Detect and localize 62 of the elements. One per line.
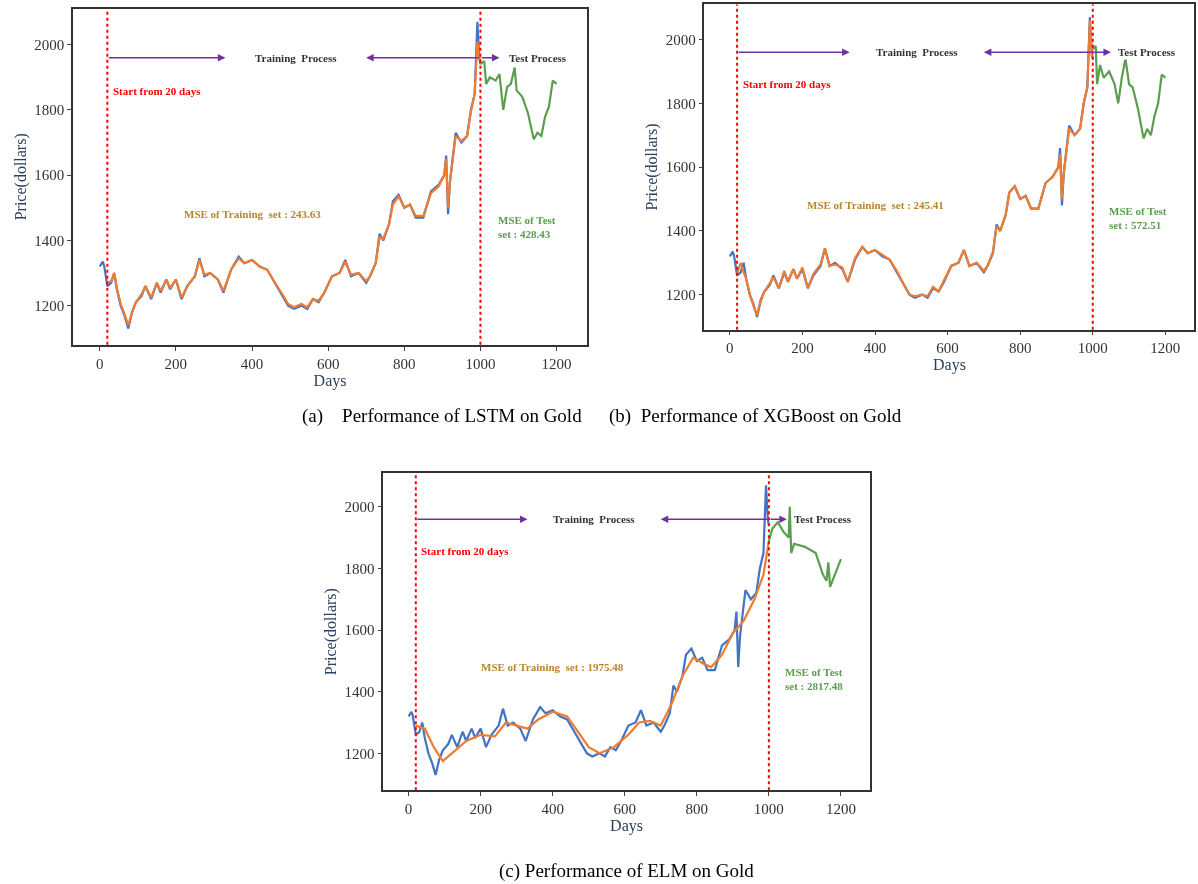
x-tick-label: 0 [726, 340, 734, 357]
x-axis-title: Days [932, 356, 966, 375]
y-tick-label: 1600 [665, 159, 696, 176]
ref-line-label: Start from 20 days [743, 78, 832, 90]
x-tick-label: 1200 [541, 355, 572, 372]
annotation: Test Process [1118, 46, 1176, 58]
ref-line-label: Start from 20 days [113, 85, 202, 97]
x-tick-label: 600 [613, 801, 636, 818]
y-tick-label: 1200 [34, 297, 65, 314]
y-tick-label: 2000 [344, 499, 375, 516]
x-tick-label: 400 [240, 355, 264, 372]
line-series [414, 539, 770, 763]
y-tick-label: 1600 [34, 167, 65, 184]
y-tick-label: 1800 [665, 95, 696, 112]
annotation: Training Process [876, 46, 959, 58]
x-tick-label: 1200 [1150, 340, 1181, 357]
annotation: MSE of Training set : 243.63 [184, 208, 322, 220]
y-axis-title: Price(dollars) [322, 588, 341, 676]
y-tick-label: 1200 [665, 286, 696, 303]
y-axis-title: Price(dollars) [643, 123, 662, 211]
y-tick-label: 1200 [344, 745, 375, 762]
x-tick-label: 200 [164, 355, 188, 372]
annotation: MSE of Training set : 245.41 [807, 199, 944, 211]
x-tick-label: 800 [393, 355, 416, 372]
annotation: MSE of Training set : 1975.48 [481, 661, 624, 673]
x-tick-label: 800 [685, 801, 709, 818]
line-series [407, 484, 770, 776]
x-tick-label: 400 [541, 801, 564, 818]
x-tick-label: 400 [863, 340, 887, 357]
y-tick-label: 2000 [34, 36, 65, 53]
y-tick-label: 2000 [665, 31, 696, 48]
y-tick-label: 1400 [344, 683, 375, 700]
text: (b) Performance of XGBoost on Gold [609, 405, 902, 427]
annotation: Training Process [255, 52, 338, 64]
x-tick-label: 200 [469, 801, 492, 818]
text: (c) Performance of ELM on Gold [499, 860, 755, 882]
annotation: Test Process [509, 52, 567, 64]
x-tick-label: 200 [791, 340, 814, 357]
x-tick-label: 1000 [1077, 340, 1108, 357]
x-axis-title: Days [610, 817, 643, 836]
y-tick-label: 1600 [344, 622, 375, 639]
annotation: MSE of Test set : 572.51 [1109, 205, 1167, 232]
ref-line-label: Start from 20 days [421, 545, 510, 557]
annotation: MSE of Test set : 2817.48 [785, 666, 844, 693]
y-tick-label: 1800 [34, 102, 65, 119]
annotation: Test Process [794, 513, 852, 525]
x-tick-label: 1000 [753, 801, 784, 818]
y-tick-label: 1400 [665, 223, 696, 240]
y-tick-label: 1400 [34, 232, 65, 249]
y-tick-label: 1800 [344, 560, 375, 577]
x-tick-label: 0 [404, 801, 413, 818]
x-tick-label: 600 [936, 340, 959, 357]
x-tick-label: 800 [1008, 340, 1032, 357]
annotation: MSE of Test set : 428.43 [498, 214, 556, 241]
annotation: Training Process [553, 513, 636, 525]
text: (a) Performance of LSTM on Gold [302, 405, 583, 427]
x-tick-label: 0 [95, 355, 104, 372]
x-axis-title: Days [313, 371, 347, 390]
x-tick-label: 600 [316, 355, 340, 372]
x-tick-label: 1000 [465, 355, 496, 372]
y-axis-title: Price(dollars) [11, 133, 30, 221]
x-tick-label: 1200 [825, 801, 856, 818]
